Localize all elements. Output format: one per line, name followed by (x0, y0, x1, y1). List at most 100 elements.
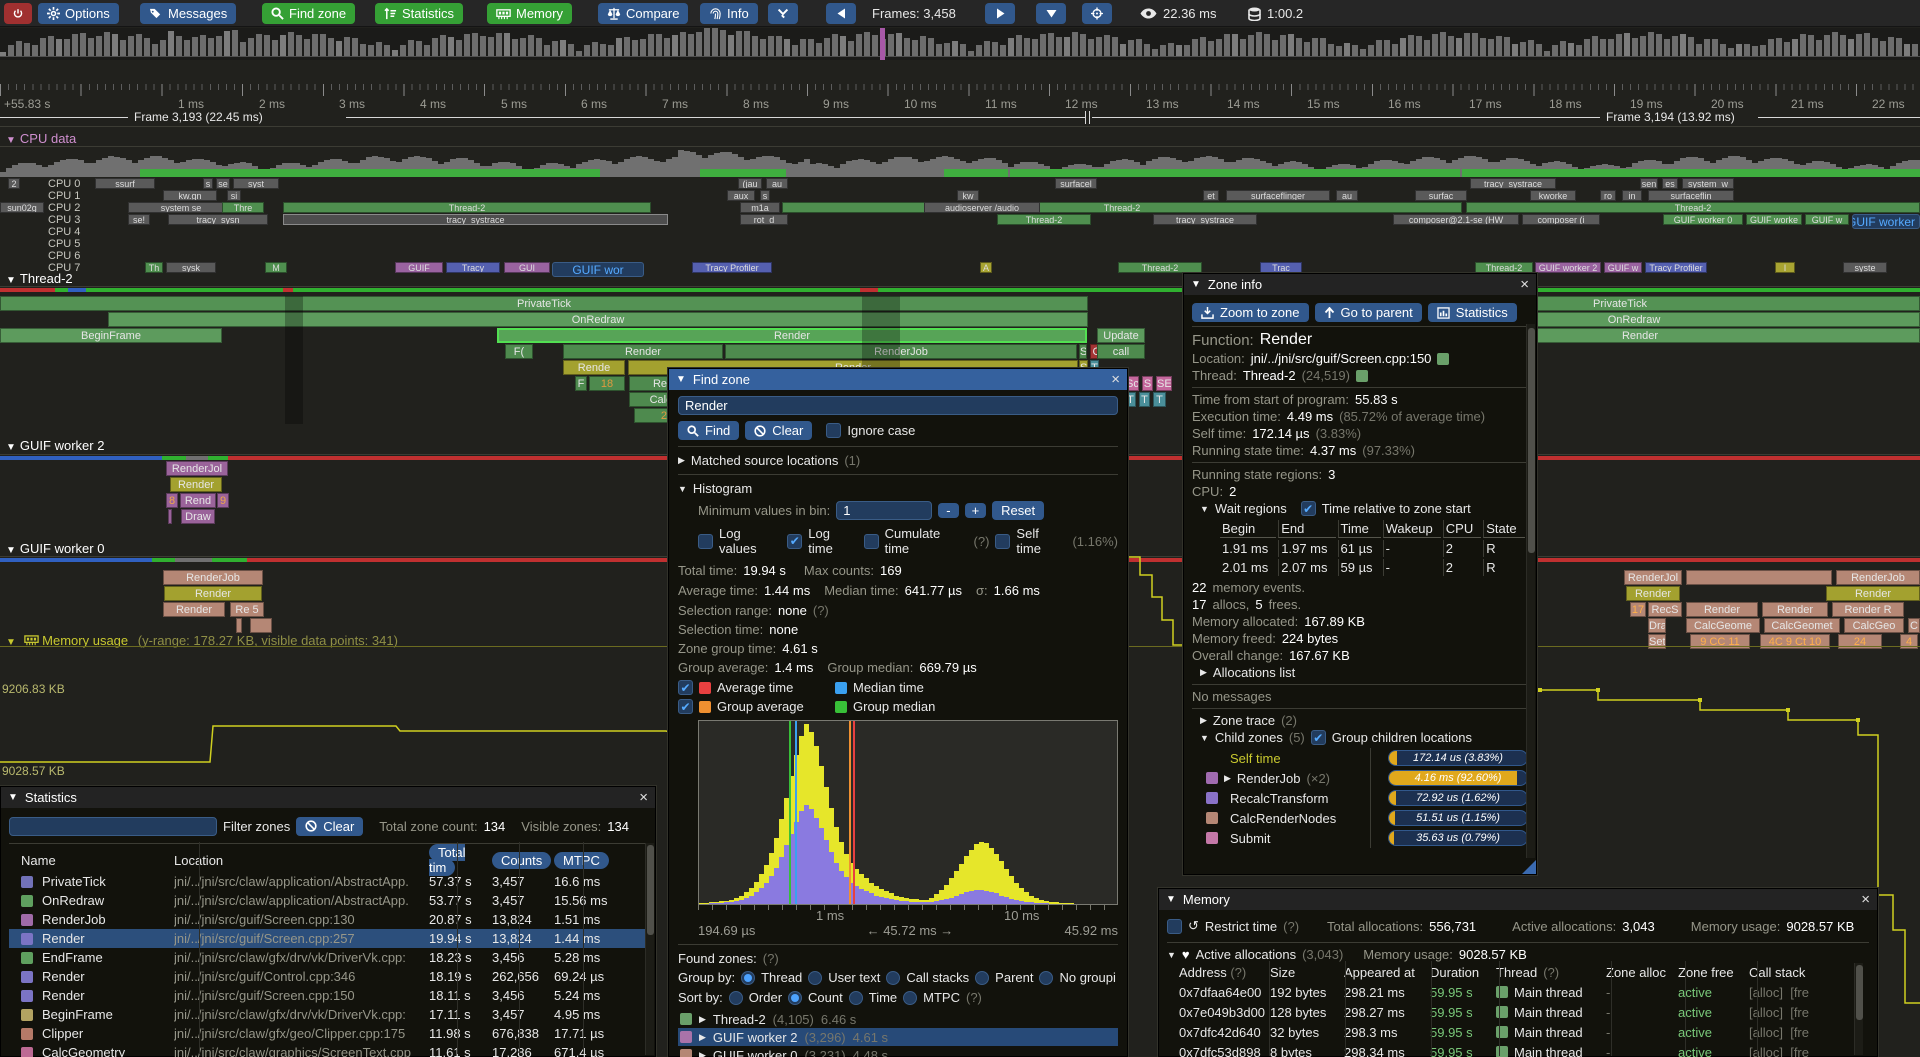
cpu-zone[interactable]: GUIF worker 2 (1852, 214, 1920, 229)
close-icon[interactable]: × (1520, 276, 1529, 293)
cpu-zone[interactable]: m1a (740, 202, 780, 213)
log-time-checkbox[interactable]: ✔ (787, 533, 803, 549)
cpu-zone[interactable]: rot_d (740, 214, 788, 225)
filter-zones-input[interactable] (9, 816, 217, 836)
cpu-zone[interactable]: GUIF worker 0 (1663, 214, 1743, 225)
found-zone-group[interactable]: ▶ Thread-2 (4,105) 6.46 s (678, 1010, 1118, 1028)
col-zone-free[interactable]: Zone free (1678, 964, 1734, 980)
col-counts[interactable]: Counts (492, 851, 552, 869)
cpu-zone[interactable]: s (203, 178, 213, 189)
timeline-zone[interactable]: RenderJob (163, 570, 263, 585)
timeline-zone[interactable]: Draw (181, 509, 215, 524)
statistics-titlebar[interactable]: ▼ Statistics × (1, 787, 655, 808)
cpu-zone[interactable]: au (766, 178, 788, 189)
log-values-checkbox[interactable] (698, 533, 713, 549)
cpu-zone[interactable]: 2 (8, 178, 20, 189)
zoom-to-zone-button[interactable]: Zoom to zone (1192, 303, 1309, 322)
timeline-zone[interactable]: 9 (217, 493, 229, 508)
timeline-zone[interactable]: RenderJol (166, 461, 228, 476)
cpu-zone[interactable]: surfac (1415, 190, 1467, 201)
show-avg-med-checkbox[interactable]: ✔ (678, 680, 693, 695)
cpu-zone[interactable]: GUIF worke (1746, 214, 1802, 225)
groupby-none-radio[interactable] (1039, 970, 1054, 985)
timeline-zone[interactable]: 18 (589, 376, 625, 391)
timeline-zone[interactable] (236, 618, 242, 633)
timeline-zone[interactable]: Render (163, 602, 225, 617)
cpu-zone[interactable]: I (1775, 262, 1795, 273)
cpu-zone[interactable]: in (1622, 190, 1642, 201)
close-icon[interactable]: × (1861, 891, 1870, 908)
groupby-callstacks-radio[interactable] (886, 970, 901, 985)
filter-clear-button[interactable]: Clear (296, 816, 364, 836)
self-time-checkbox[interactable] (995, 533, 1011, 549)
cpu-zone[interactable]: aux (727, 190, 755, 201)
cpu-zone[interactable]: A (980, 262, 992, 273)
statistics-row[interactable]: CalcGeometry jni/../jni/src/claw/graphic… (9, 1043, 647, 1057)
timeline-zone[interactable]: Render (1826, 586, 1920, 601)
cpu-zone[interactable]: GUI (504, 262, 550, 273)
found-zone-group[interactable]: ▶ GUIF worker 2 (3,296) 4.61 s (678, 1028, 1118, 1046)
close-icon[interactable]: × (1111, 371, 1120, 388)
timeline-zone[interactable]: Render (170, 477, 222, 492)
cpu-zone[interactable]: Thre (222, 202, 264, 213)
cpu-zone[interactable]: GUIF w (1604, 262, 1642, 273)
cpu-zone[interactable]: GUIF wor (552, 262, 644, 277)
histogram-section[interactable]: ▼ Histogram (678, 481, 753, 496)
timeline-zone[interactable]: 4 (1900, 634, 1918, 649)
cpu-zone[interactable]: ssurf (95, 178, 155, 189)
guif-worker0-header[interactable]: ▼ GUIF worker 0 (6, 541, 105, 556)
timeline-zone[interactable]: CalcGeome (1686, 618, 1760, 633)
show-group-checkbox[interactable]: ✔ (678, 699, 693, 714)
timeline-zone[interactable]: CalcGeomet (1764, 618, 1840, 633)
min-bin-input[interactable] (836, 501, 933, 520)
child-zones-section[interactable]: ▼ Child zones (5) ✔ Group children locatio… (1200, 730, 1472, 745)
sortby-order-radio[interactable] (728, 990, 743, 1005)
next-frame-button[interactable] (985, 3, 1015, 24)
col-zone-alloc[interactable]: Zone alloc (1606, 964, 1666, 980)
statistics-row[interactable]: BeginFrame jni/../jni/src/claw/gfx/drv/v… (9, 1005, 647, 1024)
timeline-zone[interactable]: 17 (1630, 602, 1646, 617)
timeline-zone[interactable] (250, 618, 272, 633)
timeline-zone[interactable]: 4C 9 Ct 10 (1760, 634, 1830, 649)
cpu-zone[interactable]: Trac (1260, 262, 1302, 273)
timeline-zone[interactable]: OnRedraw (108, 312, 1088, 327)
timeline-zone[interactable]: SE (1156, 376, 1172, 391)
groupby-thread-radio[interactable] (741, 970, 756, 985)
cpu-zone[interactable]: audioserver /audio (924, 202, 1040, 213)
cpu-zone[interactable]: GUIF (395, 262, 443, 273)
guif-worker2-header[interactable]: ▼ GUIF worker 2 (6, 438, 105, 453)
cpu-zone[interactable]: ro (1600, 190, 1616, 201)
timeline-zone[interactable]: Render (1686, 602, 1758, 617)
timeline-zone[interactable]: 24 (1838, 634, 1882, 649)
resize-grip[interactable] (1522, 860, 1536, 874)
go-to-parent-button[interactable]: Go to parent (1314, 303, 1422, 322)
frame-dropdown-button[interactable] (1036, 3, 1066, 24)
zone-trace-section[interactable]: ▶ Zone trace (2) (1200, 713, 1297, 728)
timeline-zone[interactable]: F (575, 376, 587, 391)
timeline-zone[interactable]: call (1097, 344, 1145, 359)
col-call-stack[interactable]: Call stack (1749, 964, 1806, 980)
child-zone-row[interactable]: CalcRenderNodes 51.51 us (1.15%) (1192, 808, 1528, 828)
allocation-row[interactable]: 0x7dfc53d898 8 bytes 298.34 ms 59.95 s M… (1179, 1044, 1809, 1057)
cpu-zone[interactable]: syste (1843, 262, 1887, 273)
child-zone-row[interactable]: RecalcTransform 72.92 us (1.62%) (1192, 788, 1528, 808)
timeline-zone[interactable]: S (1142, 376, 1153, 391)
col-total-time[interactable]: Total tim (429, 844, 466, 876)
find-zone-titlebar[interactable]: ▼ Find zone × (669, 369, 1127, 390)
allocation-row[interactable]: 0x7e049b3d00 128 bytes 298.27 ms 59.95 s… (1179, 1004, 1809, 1020)
timeline-zone[interactable] (1686, 570, 1832, 585)
timeline-zone[interactable]: C (1908, 618, 1920, 633)
cpu-zone[interactable]: sun02g (0, 202, 44, 213)
current-frame-marker[interactable] (880, 28, 885, 60)
cpu-zone[interactable]: Thread-2 (782, 202, 1462, 213)
cpu-zone[interactable]: au (1336, 190, 1358, 201)
cpu-zone[interactable]: composer (i (1522, 214, 1600, 225)
allocation-row[interactable]: 0x7dfc42d640 32 bytes 298.3 ms 59.95 s M… (1179, 1024, 1809, 1040)
bin-plus-button[interactable]: + (964, 503, 987, 518)
memory-button[interactable]: Memory (487, 3, 572, 24)
cpu-zone[interactable]: (jau (738, 178, 762, 189)
cpu-zone[interactable]: Thread-2 (997, 214, 1091, 225)
col-duration[interactable]: Duration (1430, 964, 1480, 980)
thread2-header[interactable]: ▼ Thread-2 (6, 271, 73, 286)
info-button[interactable]: Info (700, 3, 758, 24)
